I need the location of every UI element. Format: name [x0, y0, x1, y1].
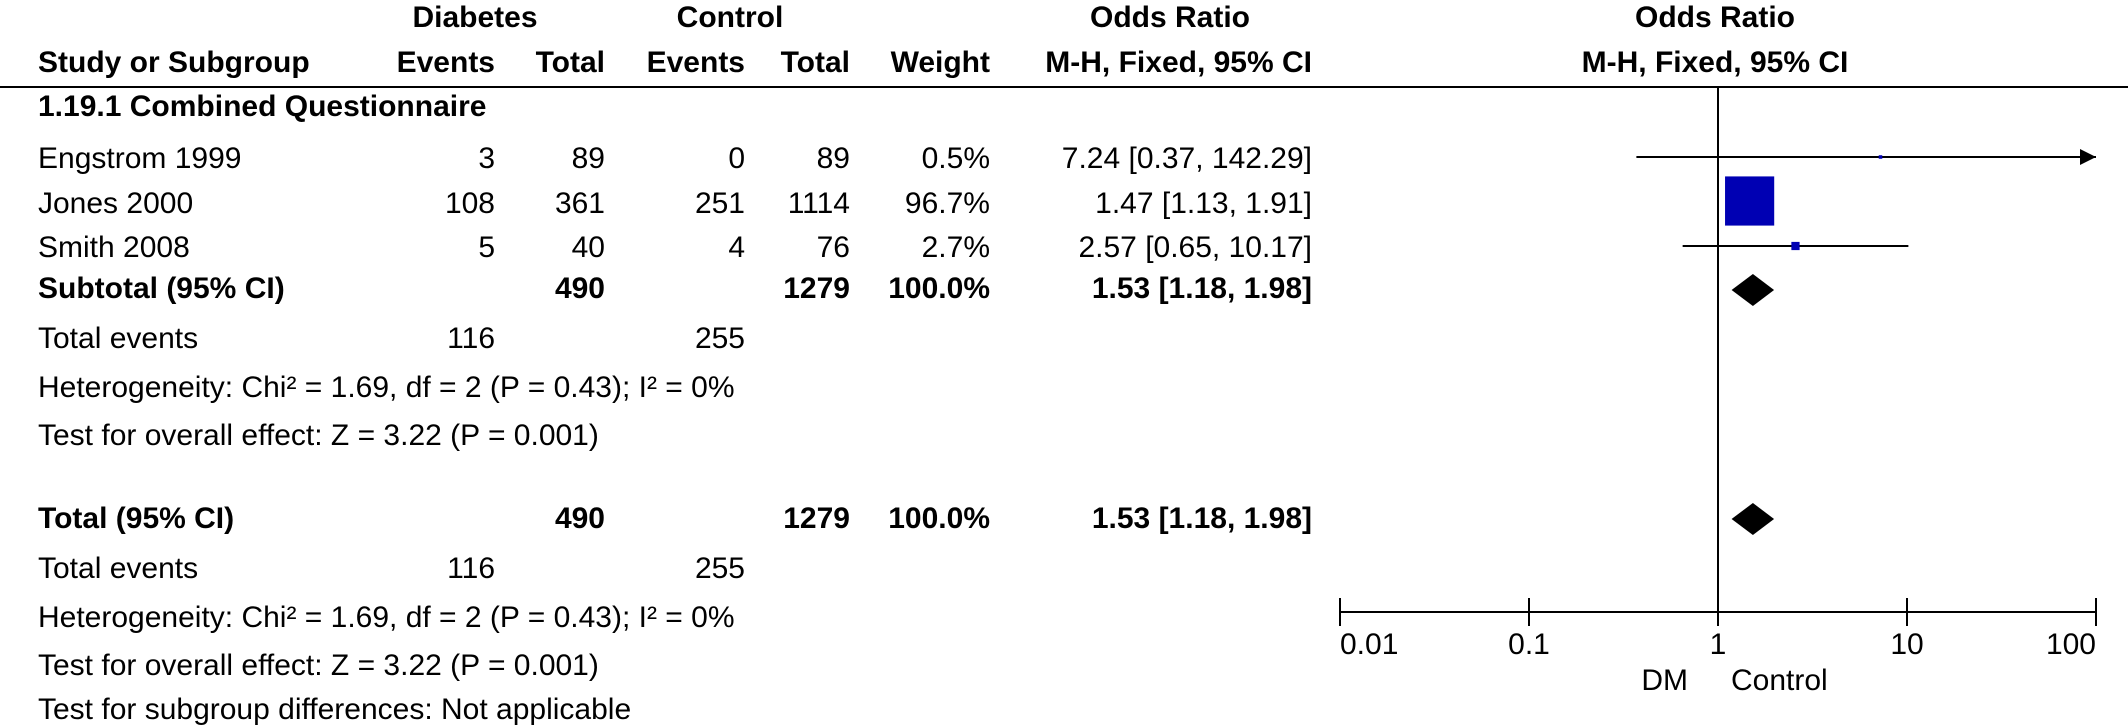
- study-marker: [1791, 241, 1800, 251]
- study-events1: 5: [478, 231, 495, 264]
- study-events2: 4: [728, 231, 745, 264]
- favours-left-label: DM: [1641, 664, 1688, 697]
- subgroup-heterogeneity: Heterogeneity: Chi² = 1.69, df = 2 (P = …: [38, 371, 735, 404]
- total-events-label: Total events: [38, 552, 199, 585]
- summary-diamond: [1731, 274, 1775, 306]
- subtotal-total1: 490: [554, 272, 605, 305]
- x-tick-label: 0.01: [1340, 628, 1398, 661]
- subtotal-label: Subtotal (95% CI): [38, 272, 285, 305]
- total-events2: 255: [694, 552, 745, 585]
- study-name: Smith 2008: [38, 231, 190, 264]
- total-total1: 490: [554, 502, 605, 535]
- effect-title: Odds Ratio: [1089, 1, 1250, 34]
- col-events1: Events: [396, 46, 495, 79]
- favours-right-label: Control: [1731, 664, 1828, 697]
- x-tick-label: 10: [1890, 628, 1923, 661]
- total-heterogeneity: Heterogeneity: Chi² = 1.69, df = 2 (P = …: [38, 601, 735, 634]
- col-study: Study or Subgroup: [38, 46, 310, 79]
- total-label: Total (95% CI): [38, 502, 235, 535]
- plot-method: M-H, Fixed, 95% CI: [1581, 46, 1849, 79]
- total-overall-effect: Test for overall effect: Z = 3.22 (P = 0…: [38, 649, 599, 682]
- plot-title: Odds Ratio: [1634, 1, 1795, 34]
- group1-header: Diabetes: [412, 1, 538, 34]
- x-tick-label: 0.1: [1508, 628, 1550, 661]
- total-events1: 116: [447, 552, 495, 585]
- subgroup-total-events2: 255: [694, 322, 745, 355]
- total-weight: 100.0%: [888, 502, 990, 535]
- subtotal-weight: 100.0%: [888, 272, 990, 305]
- study-marker: [1725, 176, 1775, 226]
- col-total1: Total: [535, 46, 605, 79]
- col-weight: Weight: [890, 46, 990, 79]
- group2-header: Control: [676, 1, 784, 34]
- summary-diamond: [1731, 503, 1775, 535]
- subgroup-total-events-label: Total events: [38, 322, 199, 355]
- study-total2: 89: [816, 142, 850, 175]
- subgroup-overall-effect: Test for overall effect: Z = 3.22 (P = 0…: [38, 419, 599, 452]
- subgroup-total-events1: 116: [447, 322, 495, 355]
- study-events1: 3: [478, 142, 495, 175]
- subtotal-ci: 1.53 [1.18, 1.98]: [1091, 272, 1312, 305]
- study-weight: 0.5%: [921, 142, 990, 175]
- study-ci: 2.57 [0.65, 10.17]: [1078, 231, 1312, 264]
- col-method: M-H, Fixed, 95% CI: [1045, 46, 1312, 79]
- study-events1: 108: [444, 187, 495, 220]
- study-total1: 89: [571, 142, 605, 175]
- subgroup-differences: Test for subgroup differences: Not appli…: [38, 693, 632, 726]
- ci-arrow-right: [2080, 149, 2096, 165]
- x-tick-label: 100: [2046, 628, 2096, 661]
- header-rule: [0, 86, 2128, 88]
- subtotal-total2: 1279: [783, 272, 850, 305]
- study-name: Engstrom 1999: [38, 142, 242, 175]
- study-total1: 361: [554, 187, 605, 220]
- x-tick-label: 1: [1710, 628, 1727, 661]
- study-marker: [1878, 155, 1883, 159]
- study-total1: 40: [571, 231, 605, 264]
- study-name: Jones 2000: [38, 187, 194, 220]
- col-events2: Events: [646, 46, 745, 79]
- total-total2: 1279: [783, 502, 850, 535]
- study-total2: 1114: [787, 187, 850, 220]
- study-weight: 96.7%: [904, 187, 990, 220]
- study-events2: 0: [728, 142, 745, 175]
- subgroup-title: 1.19.1 Combined Questionnaire: [38, 90, 487, 123]
- total-ci: 1.53 [1.18, 1.98]: [1091, 502, 1312, 535]
- study-ci: 1.47 [1.13, 1.91]: [1095, 187, 1312, 220]
- study-events2: 251: [694, 187, 745, 220]
- study-ci: 7.24 [0.37, 142.29]: [1061, 142, 1312, 175]
- study-total2: 76: [816, 231, 850, 264]
- study-weight: 2.7%: [921, 231, 990, 264]
- col-total2: Total: [780, 46, 850, 79]
